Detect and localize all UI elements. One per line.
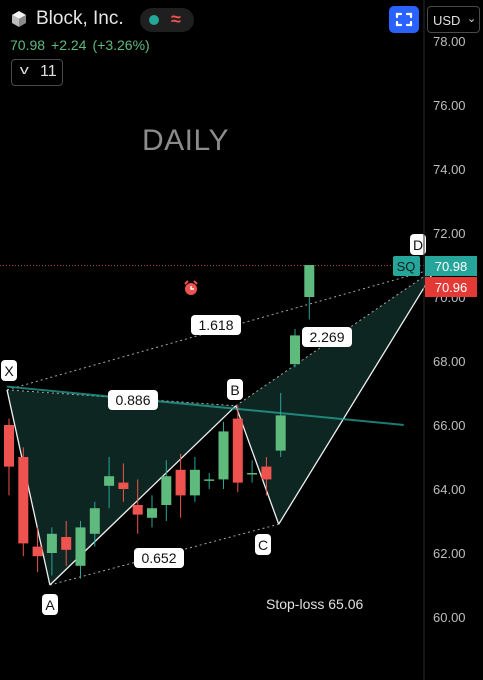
- y-tick-label: 78.00: [433, 34, 466, 49]
- candle-body: [75, 527, 86, 566]
- last-price-badge-box: [425, 256, 477, 276]
- point-label: X: [4, 363, 14, 379]
- y-tick-label: 62.00: [433, 546, 466, 561]
- candle-body: [275, 415, 286, 451]
- ratio-guide-line: [6, 267, 437, 391]
- cube-logo-icon: [12, 11, 26, 27]
- market-open-dot-icon: [149, 15, 159, 25]
- pattern-labels: 0.886 0.652 1.618 2.269 X A B C D SQ: [1, 234, 426, 615]
- y-tick-label: 68.00: [433, 354, 466, 369]
- candle-body: [132, 505, 143, 515]
- candle-body: [18, 457, 29, 544]
- point-label: A: [45, 597, 55, 613]
- point-label: B: [230, 382, 239, 398]
- candle-body: [161, 476, 172, 505]
- point-label-box: [255, 534, 271, 555]
- ratio-guide-line: [6, 389, 236, 407]
- candle-body: [89, 508, 100, 534]
- ratio-label: 1.618: [198, 317, 233, 333]
- ref-price-badge-box: [425, 277, 477, 297]
- candles: [4, 265, 315, 579]
- ticker-tag: SQ: [397, 259, 416, 274]
- candle-body: [247, 473, 258, 475]
- last-price-badge: 70.98: [435, 259, 468, 274]
- candle-body: [61, 537, 72, 550]
- chevron-down-icon: v: [19, 62, 29, 77]
- price-change: +2.24: [51, 37, 87, 53]
- candle-body: [32, 546, 43, 557]
- y-tick-label: 74.00: [433, 162, 466, 177]
- stop-loss-note: Stop-loss 65.06: [266, 596, 364, 612]
- candle-body: [189, 469, 200, 496]
- pattern-leg[interactable]: [235, 405, 280, 525]
- currency-select[interactable]: USD ⌄: [427, 6, 480, 33]
- fullscreen-icon: [395, 12, 413, 27]
- ratio-label: 2.269: [309, 329, 344, 345]
- last-price: 70.98: [10, 37, 46, 53]
- candle-body: [218, 431, 229, 480]
- price-summary: 70.98 +2.24 (+3.26%): [10, 37, 156, 53]
- y-tick-label: 60.00: [433, 610, 466, 625]
- alarm-clock-bells: [184, 280, 198, 285]
- ratio-label: 0.886: [115, 392, 150, 408]
- candle-body: [147, 508, 157, 518]
- candle-body: [232, 418, 243, 483]
- ratio-label-box: [302, 327, 352, 347]
- point-label-box: [227, 379, 243, 400]
- candle-body: [4, 425, 14, 467]
- price-axis[interactable]: 60.0062.0064.0066.0068.0070.0072.0074.00…: [423, 0, 477, 680]
- candle-body: [261, 466, 272, 480]
- y-tick-label: 64.00: [433, 482, 466, 497]
- point-label: C: [258, 537, 268, 553]
- ratio-label-box: [191, 315, 241, 335]
- y-tick-label: 66.00: [433, 418, 466, 433]
- ratio-label-box: [108, 390, 158, 410]
- pattern-leg[interactable]: [278, 267, 437, 525]
- ticker-tag-box: [393, 256, 420, 276]
- trend-line[interactable]: [6, 385, 404, 426]
- indicators-toggle-button[interactable]: v 11: [11, 59, 63, 86]
- chevron-down-icon: ⌄: [467, 13, 477, 25]
- point-label: D: [413, 237, 423, 253]
- ratio-label: 0.652: [141, 550, 176, 566]
- indicator-count: 11: [40, 63, 57, 80]
- y-tick-label: 72.00: [433, 226, 466, 241]
- point-label-box: [42, 594, 58, 615]
- candle-body: [290, 335, 300, 365]
- alarm-clock-hands: [190, 286, 194, 290]
- alarm-clock-icon[interactable]: [184, 280, 198, 295]
- point-label-box: [1, 360, 17, 381]
- fullscreen-button[interactable]: [389, 6, 419, 33]
- ref-price-badge: 70.96: [435, 280, 468, 295]
- pattern-leg[interactable]: [6, 389, 51, 586]
- candle-body: [118, 482, 129, 489]
- candle-body: [304, 265, 315, 297]
- pattern-bcd-fill: [235, 268, 436, 525]
- market-status[interactable]: ≈: [140, 8, 194, 32]
- price-change-percent: (+3.26%): [92, 37, 150, 53]
- currency-label: USD: [433, 13, 461, 28]
- candle-body: [204, 479, 215, 481]
- candle-body: [175, 469, 186, 496]
- candle-body: [46, 533, 57, 553]
- symbol-title[interactable]: Block, Inc.: [36, 8, 124, 29]
- point-label-box: [410, 234, 426, 255]
- wave-icon: ≈: [171, 9, 181, 29]
- y-tick-label: 76.00: [433, 98, 466, 113]
- timeframe-label: DAILY: [142, 124, 229, 157]
- ratio-label-box: [134, 548, 184, 568]
- candle-body: [104, 476, 115, 486]
